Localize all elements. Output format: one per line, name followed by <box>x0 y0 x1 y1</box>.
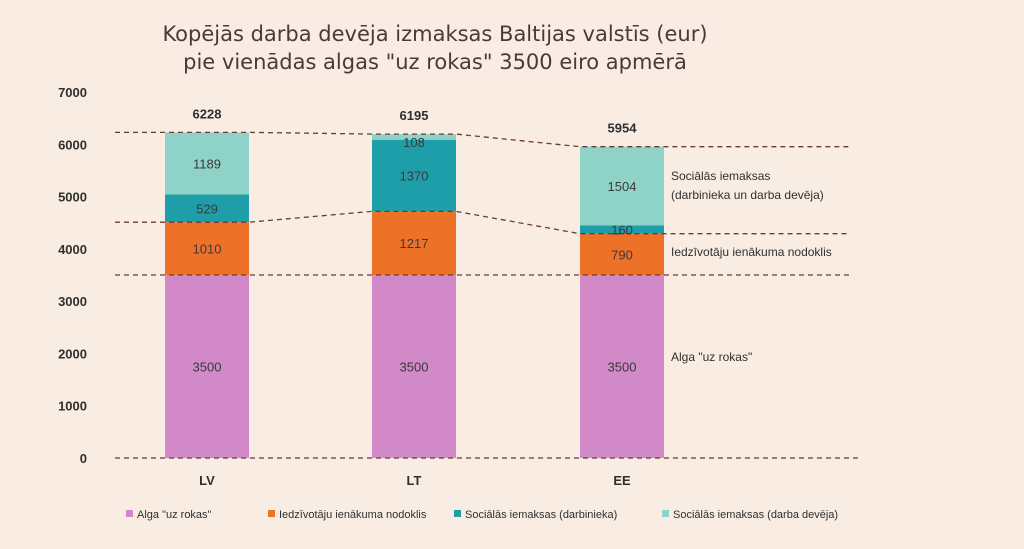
legend-swatch <box>268 510 275 517</box>
segment-value-label: 108 <box>403 135 425 150</box>
annotation-text: Iedzīvotāju ienākuma nodoklis <box>671 245 832 259</box>
bar-segment <box>580 233 664 275</box>
right-annotations: Sociālās iemaksas (darbinieka un darba de… <box>671 169 832 364</box>
bar-segment <box>165 275 249 458</box>
connector-lines <box>115 131 858 459</box>
legend-swatch <box>126 510 133 517</box>
bar-segment <box>165 132 249 195</box>
y-axis: 0 1000 2000 3000 4000 5000 6000 7000 <box>58 85 87 466</box>
segment-value-label: 1189 <box>193 156 221 171</box>
y-tick-label: 3000 <box>58 294 87 309</box>
segment-value-label: 1217 <box>400 236 429 251</box>
bar-segment <box>372 211 456 275</box>
bar-segment <box>165 222 249 275</box>
segment-value-label: 790 <box>611 247 633 262</box>
y-tick-label: 7000 <box>58 85 87 100</box>
bar-segment <box>580 225 664 234</box>
y-tick-label: 0 <box>80 451 87 466</box>
legend-label: Sociālās iemaksas (darbinieka) <box>465 509 617 521</box>
segment-value-label: 1504 <box>608 179 637 194</box>
bar-segment <box>372 139 456 212</box>
chart-title: Kopējās darba devēja izmaksas Baltijas v… <box>162 22 707 74</box>
segment-value-label: 1370 <box>400 169 429 184</box>
legend-label: Alga "uz rokas" <box>137 509 212 521</box>
segment-value-label: 3500 <box>608 360 637 375</box>
bars <box>165 132 664 458</box>
segment-value-label: 3500 <box>400 360 429 375</box>
legend: Alga "uz rokas" Iedzīvotāju ienākuma nodo… <box>126 509 838 521</box>
bar-segment <box>372 134 456 140</box>
annotation-text: (darbinieka un darba devēja) <box>671 188 824 202</box>
y-tick-label: 6000 <box>58 137 87 152</box>
y-tick-label: 1000 <box>58 399 87 414</box>
y-tick-label: 4000 <box>58 242 87 257</box>
legend-label: Iedzīvotāju ienākuma nodoklis <box>279 509 427 521</box>
bar-total-label: 6228 <box>193 106 222 121</box>
bar-segment <box>165 194 249 223</box>
bar-total-label: 6195 <box>400 108 429 123</box>
segment-value-label: 529 <box>196 201 218 216</box>
y-tick-label: 5000 <box>58 190 87 205</box>
segment-value-label: 1010 <box>193 242 222 257</box>
chart-title-line-1: Kopējās darba devēja izmaksas Baltijas v… <box>162 22 707 46</box>
segment-value-label: 160 <box>611 223 633 238</box>
x-tick-label: EE <box>613 473 631 488</box>
bar-total-label: 5954 <box>608 121 638 136</box>
dashed-connector-line <box>115 131 850 148</box>
y-tick-label: 2000 <box>58 346 87 361</box>
annotation-text: Alga "uz rokas" <box>671 350 752 364</box>
segment-labels: 3500 1010 529 1189 6228 3500 1217 1370 108 6195 35… <box>193 106 638 374</box>
x-tick-label: LV <box>199 473 215 488</box>
legend-label: Sociālās iemaksas (darba devēja) <box>673 509 838 521</box>
segment-value-label: 3500 <box>193 360 222 375</box>
legend-swatch <box>662 510 669 517</box>
chart-title-line-2: pie vienādas algas "uz rokas" 3500 eiro … <box>183 50 687 74</box>
bar-segment <box>372 275 456 458</box>
legend-swatch <box>454 510 461 517</box>
x-tick-label: LT <box>407 473 422 488</box>
bar-segment <box>580 275 664 458</box>
x-axis: LV LT EE <box>199 473 631 488</box>
bar-segment <box>580 146 664 226</box>
annotation-text: Sociālās iemaksas <box>671 169 770 183</box>
dashed-connector-line <box>115 210 850 235</box>
